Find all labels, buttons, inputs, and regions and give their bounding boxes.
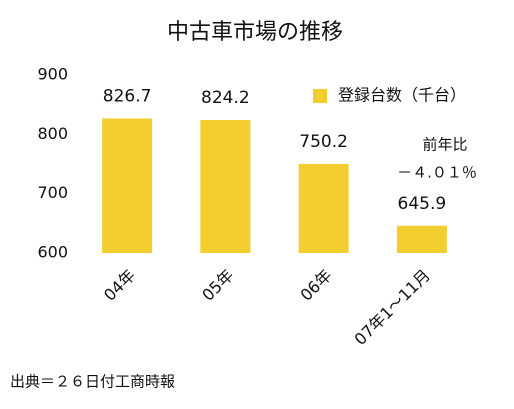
annotation: 前年比: [422, 136, 467, 154]
data-label: 645.9: [398, 194, 447, 214]
y-tick-label: 800: [37, 124, 68, 143]
annotation: －４.０１％: [397, 164, 477, 182]
source-note: 出典＝２６日付工商時報: [10, 373, 175, 391]
y-tick-label: 700: [37, 183, 68, 202]
chart-title: 中古車市場の推移: [167, 20, 343, 45]
bar: [102, 118, 153, 253]
data-label: 750.2: [299, 132, 348, 152]
legend-swatch: [313, 89, 327, 103]
data-label: 824.2: [201, 88, 250, 108]
x-tick-label: 07年1～11月: [351, 266, 434, 349]
y-tick-label: 900: [37, 65, 68, 84]
legend-label: 登録台数（千台）: [338, 86, 466, 105]
bar: [396, 225, 447, 253]
data-label: 826.7: [103, 86, 152, 106]
y-tick-label: 600: [37, 243, 68, 262]
bar: [298, 163, 349, 253]
x-tick-label: 06年: [296, 266, 335, 305]
bar: [200, 119, 251, 253]
x-tick-label: 04年: [100, 266, 139, 305]
x-tick-label: 05年: [198, 266, 237, 305]
